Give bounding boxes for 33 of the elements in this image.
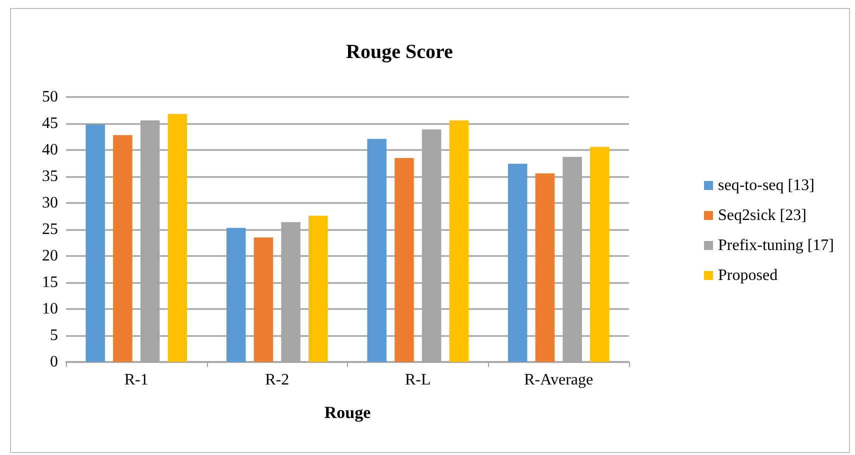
legend-label: seq-to-seq [13] bbox=[718, 177, 814, 194]
bar bbox=[254, 237, 274, 362]
x-tick-label: R-L bbox=[404, 372, 431, 388]
bar bbox=[394, 158, 414, 362]
y-tick-label: 25 bbox=[42, 221, 58, 238]
x-tick-label: R-2 bbox=[265, 372, 290, 388]
bar bbox=[86, 124, 105, 362]
y-tick-label: 15 bbox=[42, 274, 58, 291]
y-tick-label: 50 bbox=[42, 88, 58, 106]
bar bbox=[168, 114, 188, 362]
y-tick-label: 45 bbox=[42, 115, 58, 132]
y-tick-label: 35 bbox=[42, 168, 58, 185]
y-tick-label: 0 bbox=[50, 354, 58, 370]
legend-label: Proposed bbox=[718, 267, 778, 284]
bar bbox=[590, 146, 610, 362]
x-tick-label: R-1 bbox=[124, 372, 148, 388]
bar bbox=[367, 138, 386, 362]
y-tick-label: 5 bbox=[50, 327, 58, 344]
bar bbox=[508, 164, 528, 362]
bar bbox=[449, 120, 469, 362]
legend-label: Seq2sick [23] bbox=[718, 207, 806, 224]
chart-title: Rouge Score bbox=[346, 41, 453, 63]
legend-label: Prefix-tuning [17] bbox=[718, 237, 834, 254]
bar bbox=[535, 173, 555, 362]
y-tick-label: 30 bbox=[42, 194, 58, 212]
bar bbox=[113, 135, 132, 362]
x-axis-title: Rouge bbox=[324, 403, 372, 422]
y-tick-label: 40 bbox=[42, 142, 58, 158]
bar bbox=[308, 216, 328, 362]
bar bbox=[226, 228, 246, 362]
y-tick-label: 20 bbox=[42, 248, 58, 264]
y-tick-label: 10 bbox=[42, 300, 58, 318]
x-tick-label: R-Average bbox=[524, 372, 594, 388]
